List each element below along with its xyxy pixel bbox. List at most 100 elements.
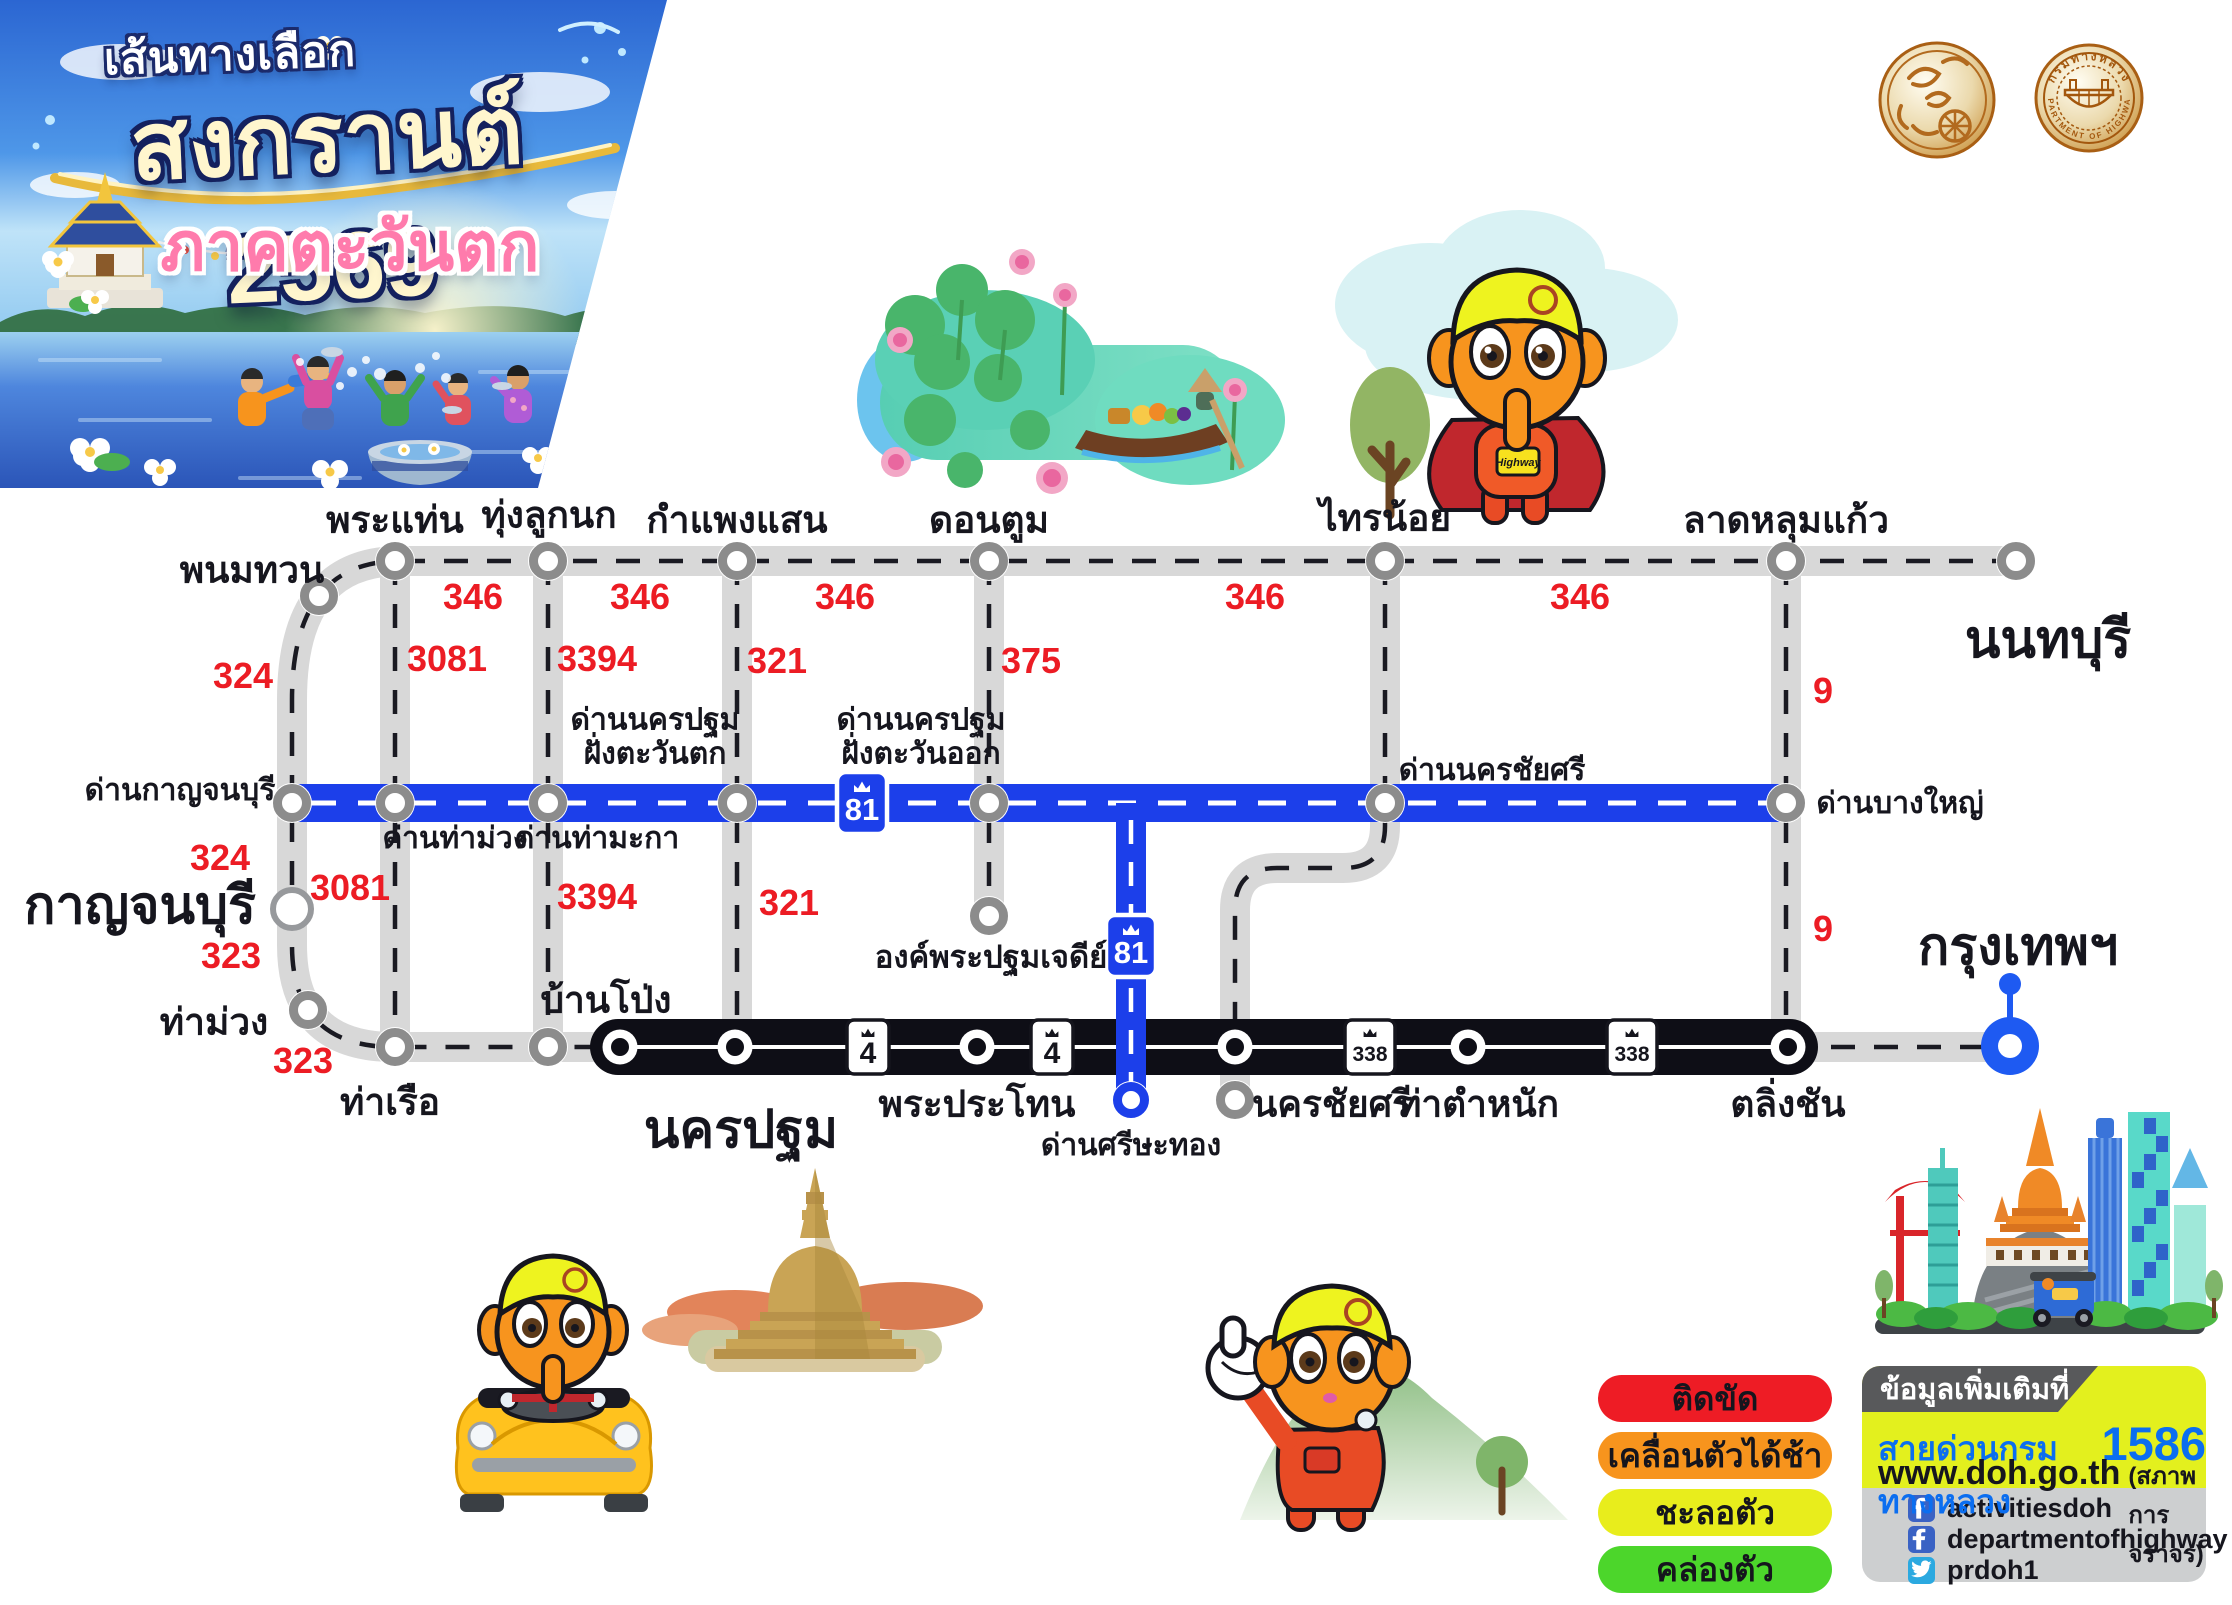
highway-mascot-thumbsup	[1205, 1283, 1411, 1532]
station-phra-thaen: พระแท่น	[326, 499, 464, 541]
route-346-4: 346	[1224, 575, 1286, 617]
legend-pill-3: คล่องตัว	[1598, 1546, 1832, 1593]
route-346-1: 346	[442, 575, 504, 617]
station-taling-chan: ตลิ่งชัน	[1730, 1083, 1846, 1125]
route-346-5: 346	[1549, 575, 1611, 617]
social-row-activitiesdoh: activitiesdoh	[1862, 1494, 2206, 1523]
route-324-2: 324	[189, 836, 251, 878]
garland-flags	[157, 238, 367, 263]
station-tha-muang: ท่าม่วง	[159, 1001, 269, 1043]
route-9-1: 9	[1812, 669, 1834, 711]
srisa-thong-node	[1112, 1081, 1150, 1119]
route-346-3: 346	[814, 575, 876, 617]
tree-icon	[1476, 1436, 1528, 1516]
highway-mascot: Highway	[1427, 267, 1607, 525]
social-handle-0: activitiesdoh	[1947, 1493, 2113, 1523]
svg-text:Highway: Highway	[1495, 457, 1541, 469]
toll-kanchanaburi: ด่านกาญจนบุรี	[84, 774, 276, 808]
route-3394-1: 3394	[556, 637, 638, 679]
social-handle-1: departmentofhighway	[1947, 1524, 2228, 1554]
toll-nakhon-chai-si: ด่านนครชัยศรี	[1398, 754, 1586, 788]
website-url: www.doh.go.th	[1878, 1454, 2121, 1492]
toll-tha-muang: ด่านท่าม่วง	[382, 822, 528, 856]
legend-label-0: ติดขัด	[1671, 1380, 1759, 1417]
mascot-thumbsup-illustration	[1205, 1283, 1568, 1532]
thumb-glove	[1205, 1315, 1271, 1401]
info-box-social: activitiesdoh departmentofhighway prdoh1	[1862, 1488, 2228, 1585]
contact-info-box: activitiesdoh departmentofhighway prdoh1 ข…	[1862, 1366, 2228, 1585]
legend-pill-0: ติดขัด	[1598, 1375, 1832, 1422]
station-phra-prathon: พระประโทน	[878, 1083, 1076, 1125]
social-handle-2: prdoh1	[1947, 1555, 2039, 1585]
svg-text:338: 338	[1352, 1043, 1387, 1066]
toll-srisa-thong: ด่านศรีษะทอง	[1040, 1129, 1222, 1163]
route-375: 375	[1000, 639, 1062, 681]
legend-label-1: เคลื่อนตัวได้ช้า	[1607, 1437, 1823, 1474]
facebook-icon	[1908, 1526, 1935, 1553]
station-phanom-thuan: พนมทวน	[179, 549, 325, 591]
info-header-label: ข้อมูลเพิ่มเติมที่	[1880, 1374, 2070, 1406]
driver-mascot	[477, 1253, 629, 1423]
route-324-1: 324	[212, 654, 274, 696]
social-row-departmentofhighway: departmentofhighway	[1862, 1525, 2228, 1554]
chedi-illustration	[642, 1168, 983, 1372]
traffic-legend: ติดขัดเคลื่อนตัวได้ช้าชะลอตัวคล่องตัว	[1598, 1375, 1832, 1603]
legend-pill-1: เคลื่อนตัวได้ช้า	[1598, 1432, 1832, 1479]
temple-icon	[47, 172, 163, 308]
toll-nakhon-pathom-east: ด่านนครปฐม ฝั่งตะวันออก	[836, 703, 1006, 770]
hotline-row: สายด่วนกรมทางหลวง 1586	[1878, 1416, 2206, 1528]
legend-label-3: คล่องตัว	[1655, 1551, 1775, 1588]
shield-4-west: 4	[845, 1018, 891, 1076]
social-row-prdoh1: prdoh1	[1862, 1556, 2206, 1585]
station-sai-noi: ไทรน้อย	[1318, 497, 1452, 539]
water-bowl-icon	[368, 440, 472, 485]
city-kanchanaburi: กาญจนบุรี	[24, 876, 256, 935]
poi-phra-pathom-chedi: องค์พระปฐมเจดีย์	[874, 939, 1108, 975]
ministry-seal-icon	[1878, 41, 1996, 159]
svg-text:4: 4	[860, 1037, 877, 1070]
station-thung-luk-nok: ทุ่งลูกนก	[481, 494, 617, 536]
route-321-1: 321	[746, 639, 808, 681]
station-lat-lum-kaeo: ลาดหลุมแก้ว	[1683, 499, 1889, 541]
route-3081-1: 3081	[406, 637, 488, 679]
legend-pill-2: ชะลอตัว	[1598, 1489, 1832, 1536]
svg-text:4: 4	[1044, 1037, 1061, 1070]
banner-region: ภาคตะวันตก	[160, 209, 540, 285]
hotline-label: สายด่วนกรมทางหลวง	[1878, 1430, 2058, 1520]
route-346-2: 346	[609, 575, 671, 617]
city-nonthaburi: นนทบุรี	[1964, 610, 2132, 669]
route-9-2: 9	[1812, 907, 1834, 949]
bridge-glyph	[2063, 79, 2115, 108]
bangkok-pin	[1981, 973, 2039, 1075]
city-nakhon-pathom: นครปฐม	[643, 1100, 839, 1159]
toll-nakhon-pathom-west: ด่านนครปฐม ฝั่งตะวันตก	[570, 703, 740, 770]
route-3081-2: 3081	[309, 866, 391, 908]
route-321-2: 321	[758, 881, 820, 923]
fruit-boat	[1075, 368, 1245, 470]
tree-icon	[1350, 367, 1430, 520]
banner-art	[0, 0, 667, 488]
shield-4-east: 4	[1029, 1018, 1075, 1076]
toll-bang-yai: ด่านบางใหญ่	[1816, 787, 1984, 821]
svg-text:81: 81	[1114, 935, 1148, 970]
toll-tha-maka: ด่านท่ามะกา	[514, 822, 680, 856]
songkran-banner: เส้นทางเลือก สงกรานต์ 2569 ภาคตะวันตก	[0, 0, 667, 488]
station-ban-pong: บ้านโป่ง	[540, 979, 672, 1021]
street-tree-icon	[1875, 1270, 2223, 1318]
people-splashing	[238, 347, 532, 430]
tuktuk-icon	[2030, 1272, 2096, 1327]
website-row: www.doh.go.th (สภาพการจราจร)	[1878, 1454, 2206, 1573]
legend-label-2: ชะลอตัว	[1654, 1494, 1776, 1531]
shield-81-horizontal: 81	[834, 769, 890, 837]
mascot-cape-illustration: Highway	[1335, 210, 1678, 525]
splash-droplets	[32, 21, 626, 150]
facebook-icon	[1908, 1495, 1935, 1522]
route-323-2: 323	[272, 1039, 334, 1081]
map-nodes	[272, 541, 2036, 1120]
station-kamphaeng-saen: กำแพงแสน	[646, 499, 828, 541]
shield-338-east: 338	[1605, 1018, 1659, 1076]
kanchanaburi-node	[270, 887, 314, 931]
